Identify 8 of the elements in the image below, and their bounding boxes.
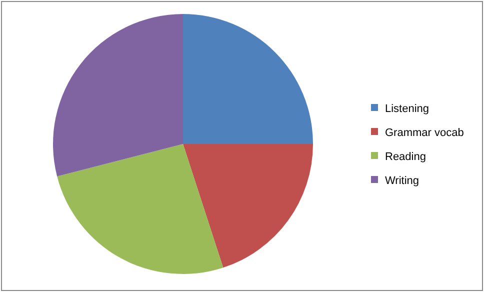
pie-slice [53, 14, 183, 176]
pie-slice [183, 14, 313, 144]
legend-label: Listening [385, 103, 430, 115]
pie-slice [57, 144, 224, 274]
legend-label: Writing [385, 175, 420, 187]
pie-slice [183, 144, 313, 268]
legend-label: Reading [385, 151, 426, 163]
legend-label: Grammar vocab [385, 127, 464, 139]
